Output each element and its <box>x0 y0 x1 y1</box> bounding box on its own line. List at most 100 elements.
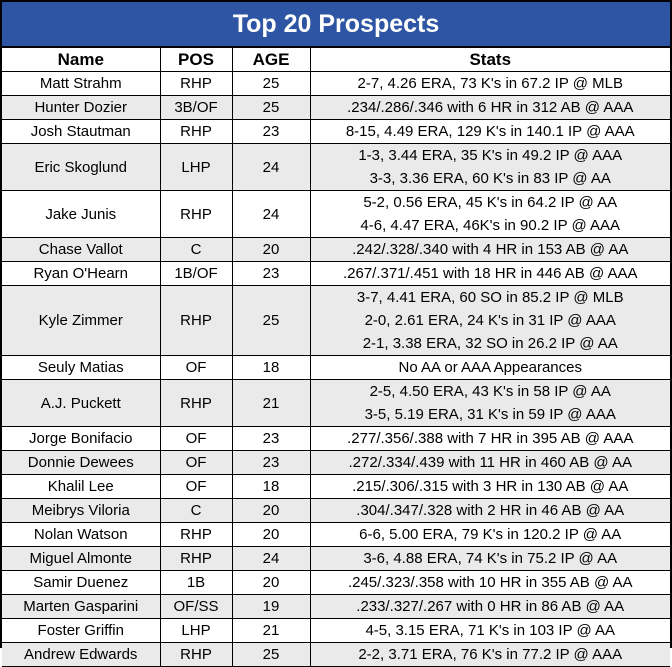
column-header-pos: POS <box>159 47 233 72</box>
position-cell: OF <box>159 426 233 451</box>
table-row: Jorge Bonifacio OF 23 .277/.356/.388 with 7… <box>2 426 670 451</box>
stats-line: 4-5, 3.15 ERA, 71 K's in 103 IP @ AA <box>365 622 616 639</box>
stats-line: .272/.334/.439 with 11 HR in 460 AB @ AA <box>348 454 632 471</box>
player-name-cell: Seuly Matias <box>2 355 161 380</box>
stats-cell: .242/.328/.340 with 4 HR in 153 AB @ AA <box>309 237 670 262</box>
position-cell: OF <box>159 450 233 475</box>
age-cell: 21 <box>231 618 311 643</box>
stats-line: 2-1, 3.38 ERA, 32 SO in 26.2 IP @ AA <box>362 335 618 352</box>
table-row: A.J. Puckett RHP 21 2-5, 4.50 ERA, 43 K's i… <box>2 379 670 427</box>
position-cell: RHP <box>159 379 233 427</box>
stats-line: 6-6, 5.00 ERA, 79 K's in 120.2 IP @ AA <box>359 526 622 543</box>
position-cell: RHP <box>159 190 233 238</box>
stats-cell: .234/.286/.346 with 6 HR in 312 AB @ AAA <box>309 95 670 120</box>
stats-line: 3-6, 4.88 ERA, 74 K's in 75.2 IP @ AA <box>363 550 618 567</box>
age-cell: 23 <box>231 119 311 144</box>
table-row: Miguel Almonte RHP 24 3-6, 4.88 ERA, 74 K's… <box>2 546 670 571</box>
player-name-cell: Matt Strahm <box>2 71 161 96</box>
position-cell: C <box>159 237 233 262</box>
age-cell: 19 <box>231 594 311 619</box>
stats-line: .277/.356/.388 with 7 HR in 395 AB @ AAA <box>347 430 634 447</box>
stats-line: 3-7, 4.41 ERA, 60 SO in 85.2 IP @ MLB <box>356 289 624 306</box>
age-cell: 23 <box>231 261 311 286</box>
age-cell: 25 <box>231 95 311 120</box>
stats-line: .242/.328/.340 with 4 HR in 153 AB @ AA <box>352 241 629 258</box>
player-name-cell: Chase Vallot <box>2 237 161 262</box>
stats-line: .215/.306/.315 with 3 HR in 130 AB @ AA <box>352 478 629 495</box>
age-cell: 20 <box>231 522 311 547</box>
stats-cell: .215/.306/.315 with 3 HR in 130 AB @ AA <box>309 474 670 499</box>
stats-line: .245/.323/.358 with 10 HR in 355 AB @ AA <box>347 574 633 591</box>
position-cell: 3B/OF <box>159 95 233 120</box>
prospects-table-body: Matt Strahm RHP 25 2-7, 4.26 ERA, 73 K's in… <box>2 71 670 667</box>
age-cell: 25 <box>231 642 311 667</box>
age-cell: 25 <box>231 285 311 356</box>
stats-line: .234/.286/.346 with 6 HR in 312 AB @ AAA <box>347 99 634 116</box>
age-cell: 24 <box>231 546 311 571</box>
stats-cell: .245/.323/.358 with 10 HR in 355 AB @ AA <box>309 570 670 595</box>
stats-line: 3-5, 5.19 ERA, 31 K's in 59 IP @ AAA <box>364 406 616 423</box>
player-name-cell: Nolan Watson <box>2 522 161 547</box>
stats-cell: 8-15, 4.49 ERA, 129 K's in 140.1 IP @ AA… <box>309 119 670 144</box>
stats-line: 2-0, 2.61 ERA, 24 K's in 31 IP @ AAA <box>364 312 616 329</box>
position-cell: OF/SS <box>159 594 233 619</box>
player-name-cell: Andrew Edwards <box>2 642 161 667</box>
age-cell: 25 <box>231 71 311 96</box>
player-name-cell: Hunter Dozier <box>2 95 161 120</box>
stats-cell: .304/.347/.328 with 2 HR in 46 AB @ AA <box>309 498 670 523</box>
stats-cell: 5-2, 0.56 ERA, 45 K's in 64.2 IP @ AA 4-6… <box>309 190 670 238</box>
stats-cell: .277/.356/.388 with 7 HR in 395 AB @ AAA <box>309 426 670 451</box>
position-cell: RHP <box>159 546 233 571</box>
table-row: Foster Griffin LHP 21 4-5, 3.15 ERA, 71 K's… <box>2 618 670 643</box>
player-name-cell: Samir Duenez <box>2 570 161 595</box>
age-cell: 23 <box>231 426 311 451</box>
stats-line: No AA or AAA Appearances <box>398 359 582 376</box>
stats-line: 2-2, 3.71 ERA, 76 K's in 77.2 IP @ AAA <box>358 646 623 663</box>
position-cell: RHP <box>159 642 233 667</box>
stats-cell: .272/.334/.439 with 11 HR in 460 AB @ AA <box>309 450 670 475</box>
player-name-cell: A.J. Puckett <box>2 379 161 427</box>
stats-line: 1-3, 3.44 ERA, 35 K's in 49.2 IP @ AAA <box>358 147 623 164</box>
position-cell: RHP <box>159 522 233 547</box>
stats-line: .233/.327/.267 with 0 HR in 86 AB @ AA <box>356 598 625 615</box>
age-cell: 18 <box>231 355 311 380</box>
table-row: Matt Strahm RHP 25 2-7, 4.26 ERA, 73 K's in… <box>2 71 670 96</box>
stats-cell: .233/.327/.267 with 0 HR in 86 AB @ AA <box>309 594 670 619</box>
position-cell: RHP <box>159 71 233 96</box>
stats-line: 5-2, 0.56 ERA, 45 K's in 64.2 IP @ AA <box>363 194 618 211</box>
stats-line: .304/.347/.328 with 2 HR in 46 AB @ AA <box>356 502 625 519</box>
table-row: Hunter Dozier 3B/OF 25 .234/.286/.346 with … <box>2 95 670 120</box>
position-cell: LHP <box>159 618 233 643</box>
player-name-cell: Miguel Almonte <box>2 546 161 571</box>
table-row: Chase Vallot C 20 .242/.328/.340 with 4 HR … <box>2 237 670 262</box>
stats-cell: .267/.371/.451 with 18 HR in 446 AB @ AA… <box>309 261 670 286</box>
stats-cell: 6-6, 5.00 ERA, 79 K's in 120.2 IP @ AA <box>309 522 670 547</box>
player-name-cell: Meibrys Viloria <box>2 498 161 523</box>
table-row: Kyle Zimmer RHP 25 3-7, 4.41 ERA, 60 SO in … <box>2 285 670 356</box>
player-name-cell: Foster Griffin <box>2 618 161 643</box>
table-row: Samir Duenez 1B 20 .245/.323/.358 with 10 H… <box>2 570 670 595</box>
age-cell: 20 <box>231 498 311 523</box>
player-name-cell: Jorge Bonifacio <box>2 426 161 451</box>
column-header-stats: Stats <box>309 47 670 72</box>
player-name-cell: Donnie Dewees <box>2 450 161 475</box>
age-cell: 20 <box>231 237 311 262</box>
stats-line: 8-15, 4.49 ERA, 129 K's in 140.1 IP @ AA… <box>345 123 635 140</box>
column-header-age: AGE <box>231 47 311 72</box>
stats-line: 2-7, 4.26 ERA, 73 K's in 67.2 IP @ MLB <box>357 75 623 92</box>
player-name-cell: Josh Stautman <box>2 119 161 144</box>
position-cell: RHP <box>159 285 233 356</box>
stats-cell: 2-2, 3.71 ERA, 76 K's in 77.2 IP @ AAA <box>309 642 670 667</box>
table-row: Meibrys Viloria C 20 .304/.347/.328 with 2 … <box>2 498 670 523</box>
position-cell: OF <box>159 355 233 380</box>
stats-cell: 1-3, 3.44 ERA, 35 K's in 49.2 IP @ AAA 3-… <box>309 143 670 191</box>
column-header-name: Name <box>2 47 161 72</box>
table-row: Ryan O'Hearn 1B/OF 23 .267/.371/.451 with 1… <box>2 261 670 286</box>
stats-cell: 2-7, 4.26 ERA, 73 K's in 67.2 IP @ MLB <box>309 71 670 96</box>
age-cell: 23 <box>231 450 311 475</box>
position-cell: 1B/OF <box>159 261 233 286</box>
table-row: Jake Junis RHP 24 5-2, 0.56 ERA, 45 K's in … <box>2 190 670 238</box>
player-name-cell: Marten Gasparini <box>2 594 161 619</box>
player-name-cell: Jake Junis <box>2 190 161 238</box>
player-name-cell: Khalil Lee <box>2 474 161 499</box>
